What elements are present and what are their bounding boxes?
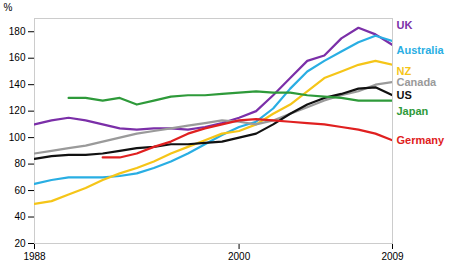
svg-text:120: 120 — [9, 105, 26, 116]
svg-text:US: US — [397, 89, 412, 101]
svg-text:80: 80 — [14, 158, 26, 169]
svg-text:100: 100 — [9, 132, 26, 143]
svg-text:NZ: NZ — [396, 65, 412, 78]
svg-text:Germany: Germany — [397, 134, 446, 146]
svg-text:160: 160 — [9, 52, 26, 63]
svg-text:Canada: Canada — [397, 76, 438, 88]
svg-text:%: % — [4, 2, 13, 13]
svg-text:60: 60 — [14, 185, 26, 196]
svg-text:2009: 2009 — [381, 251, 404, 262]
svg-text:1988: 1988 — [23, 251, 46, 262]
svg-text:40: 40 — [14, 211, 26, 222]
svg-text:180: 180 — [9, 26, 26, 37]
svg-text:Australia: Australia — [397, 44, 445, 56]
svg-text:140: 140 — [9, 79, 26, 90]
svg-text:20: 20 — [14, 238, 26, 249]
svg-text:Japan: Japan — [397, 105, 429, 117]
svg-text:2000: 2000 — [228, 251, 251, 262]
svg-text:UK: UK — [397, 18, 413, 30]
